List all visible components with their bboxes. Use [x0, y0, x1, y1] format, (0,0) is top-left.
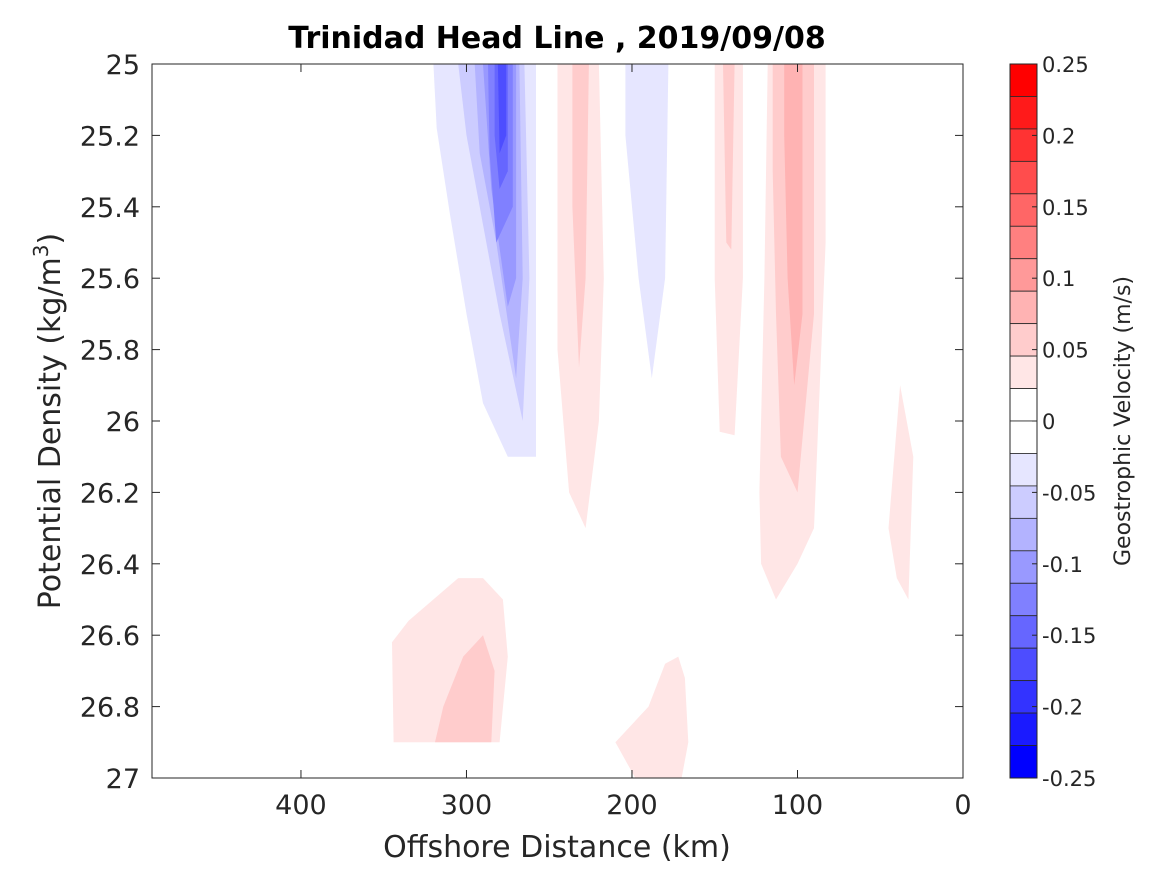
y-tick-label: 26 — [106, 407, 140, 438]
y-tick-label: 25 — [106, 50, 140, 81]
colorbar-segment — [1009, 290, 1038, 325]
colorbar-segment — [1009, 550, 1038, 584]
x-tick-label: 0 — [954, 790, 971, 821]
colorbar-tick-label: -0.25 — [1042, 767, 1096, 791]
y-tick-label: 27 — [106, 764, 140, 795]
colorbar-segment — [1009, 517, 1038, 552]
colorbar-segment — [1009, 258, 1038, 292]
x-tick-label: 200 — [606, 790, 658, 821]
colorbar: 0.25 0.2 0.15 0.1 0.05 0 -0.05 -0.1 -0.15 -0.2 -0.… — [1009, 53, 1096, 791]
colorbar-segment — [1009, 453, 1038, 487]
contour-region-18 — [723, 64, 735, 250]
y-tick-label: 25.6 — [80, 264, 140, 295]
x-axis-ticks: 400 300 200 100 0 — [275, 64, 972, 821]
contour-region-16 — [572, 64, 589, 368]
y-tick-label: 26.4 — [80, 550, 140, 581]
y-tick-label: 25.8 — [80, 336, 140, 367]
colorbar-tick-label: 0 — [1042, 410, 1055, 434]
y-axis-label-superscript: 3 — [29, 244, 53, 257]
contour-region-25 — [615, 656, 689, 778]
colorbar-segment — [1009, 225, 1038, 260]
contour-region-22 — [888, 385, 914, 600]
colorbar-segment — [1009, 680, 1038, 714]
contour-region-24 — [435, 635, 495, 743]
contour-region-14 — [876, 692, 889, 728]
colorbar-segment — [1009, 388, 1038, 422]
y-axis-label: Potential Density (kg/m3) — [29, 233, 68, 609]
y-tick-label: 26.8 — [80, 693, 140, 724]
colorbar-segment — [1009, 485, 1038, 519]
colorbar-segment — [1009, 647, 1038, 682]
colorbar-label: Geostrophic Velocity (m/s) — [1111, 276, 1136, 566]
contour-region-13 — [774, 685, 823, 743]
contour-region-17 — [714, 64, 743, 436]
colorbar-segment — [1009, 96, 1038, 130]
colorbar-tick-label: 0.2 — [1042, 124, 1075, 148]
contour-regions — [284, 64, 914, 778]
colorbar-segment — [1009, 323, 1038, 357]
colorbar-segment — [1009, 63, 1038, 97]
colorbar-tick-label: -0.2 — [1042, 696, 1083, 720]
colorbar-tick-label: -0.1 — [1042, 553, 1083, 577]
contour-region-8 — [497, 64, 507, 154]
y-axis-label-close: ) — [33, 233, 68, 245]
y-axis-label-main: Potential Density (kg/m — [33, 257, 68, 609]
colorbar-segment — [1009, 128, 1038, 162]
x-axis-label: Offshore Distance (km) — [383, 830, 731, 865]
colorbar-tick-label: 0.15 — [1042, 196, 1089, 220]
colorbar-tick-label: -0.05 — [1042, 481, 1096, 505]
y-tick-label: 26.6 — [80, 621, 140, 652]
colorbar-tick-label: 0.25 — [1042, 53, 1089, 77]
y-axis-ticks: 25 25.2 25.4 25.6 25.8 26 26.2 26.4 26.6 26.8 27 — [80, 50, 963, 795]
colorbar-tick-label: 0.1 — [1042, 267, 1075, 291]
colorbar-segment — [1009, 160, 1038, 195]
colorbar-segment — [1009, 355, 1038, 389]
chart-title: Trinidad Head Line , 2019/09/08 — [288, 21, 825, 56]
contour-region-12 — [317, 706, 348, 743]
x-tick-label: 300 — [441, 790, 493, 821]
y-tick-label: 26.2 — [80, 478, 140, 509]
colorbar-segment — [1009, 193, 1038, 227]
colorbar-segment — [1009, 420, 1038, 454]
x-tick-label: 100 — [772, 790, 824, 821]
contour-region-11 — [582, 595, 616, 707]
x-tick-label: 400 — [275, 790, 327, 821]
colorbar-segment — [1009, 712, 1038, 746]
contour-region-10 — [625, 64, 669, 379]
contour-region-0 — [284, 64, 301, 200]
contour-region-21 — [784, 64, 803, 386]
colorbar-tick-label: 0.05 — [1042, 339, 1089, 363]
colorbar-segment — [1009, 615, 1038, 649]
colorbar-segment — [1009, 582, 1038, 617]
y-tick-label: 25.2 — [80, 121, 140, 152]
colorbar-tick-label: -0.15 — [1042, 624, 1096, 648]
colorbar-segment — [1009, 745, 1038, 779]
y-tick-label: 25.4 — [80, 193, 140, 224]
